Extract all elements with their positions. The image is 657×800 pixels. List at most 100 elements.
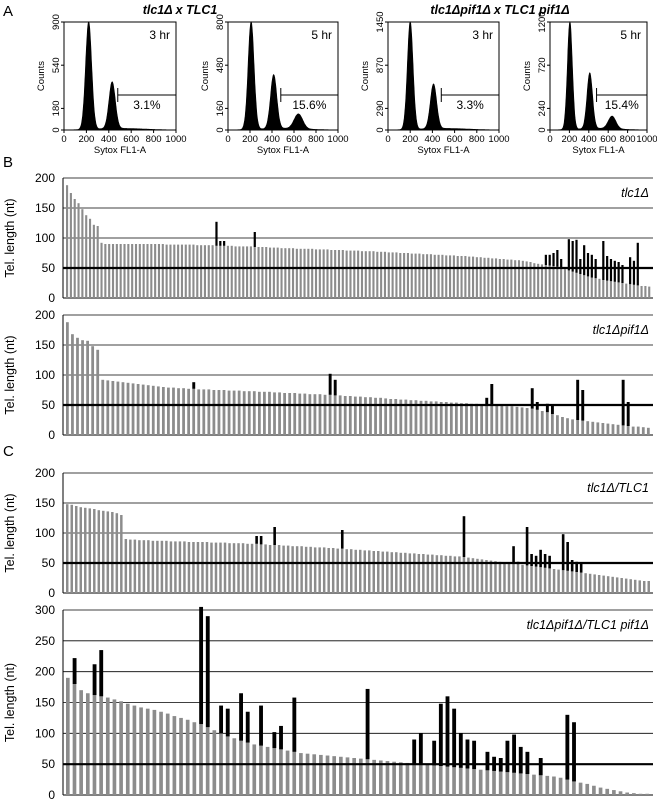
- ytick-label: 150: [35, 338, 55, 352]
- telomere-bar: [449, 255, 452, 298]
- histogram-xtick-label: 600: [447, 134, 463, 145]
- telomere-bar: [480, 404, 484, 435]
- histogram-xtick-label: 600: [600, 134, 616, 145]
- histogram-ytick-label: 900: [51, 14, 62, 30]
- telomere-bar: [625, 792, 630, 795]
- telomere-bar: [478, 769, 483, 795]
- telomere-bar: [160, 540, 164, 593]
- telomere-bar: [119, 701, 123, 795]
- telomere-bar: [265, 247, 268, 298]
- telomere-bar: [395, 252, 398, 298]
- telomere-bar: [386, 551, 389, 593]
- telomere-bar: [326, 249, 329, 298]
- telomere-extension-bar: [550, 405, 554, 414]
- telomere-bar: [288, 393, 292, 435]
- telomere-bar: [126, 382, 130, 435]
- telomere-bar: [565, 779, 570, 795]
- telomere-bar: [458, 767, 463, 795]
- telomere-bar: [437, 254, 440, 298]
- telomere-extension-bar: [272, 732, 277, 749]
- telomere-extension-bar: [561, 534, 565, 571]
- telomere-bar: [173, 244, 176, 298]
- histogram-ytick-label: 800: [215, 14, 226, 30]
- telomere-bar: [101, 379, 105, 435]
- telomere-bar: [535, 409, 539, 435]
- telomere-bar: [242, 246, 245, 298]
- histogram-xtick-label: 0: [225, 134, 230, 145]
- telomere-bar: [417, 554, 421, 593]
- telomere-bar: [180, 244, 184, 298]
- telomere-bar: [506, 259, 509, 298]
- telomere-bar: [345, 757, 350, 795]
- telomere-bar: [131, 383, 135, 435]
- histogram-ytick-label: 240: [537, 100, 548, 116]
- telomere-bar: [105, 697, 110, 795]
- telomere-extension-bar: [586, 253, 590, 277]
- telomere-bar: [322, 249, 325, 298]
- telomere-bar: [495, 405, 499, 435]
- telomere-bar: [318, 547, 321, 593]
- telomere-bar: [212, 730, 217, 795]
- telomere-bar: [75, 506, 78, 593]
- telomere-extension-bar: [273, 527, 276, 545]
- histogram-xtick-label: 800: [469, 134, 485, 145]
- telomere-bar: [545, 412, 549, 435]
- histogram-xtick-label: 1000: [327, 134, 348, 145]
- telomere-extension-bar: [259, 536, 263, 545]
- telomere-bar: [510, 406, 514, 435]
- telomere-bar: [328, 394, 332, 435]
- telomere-bar: [92, 224, 95, 298]
- telomere-bar: [245, 742, 250, 795]
- telomere-bar: [648, 286, 651, 298]
- telomere-bar: [453, 556, 457, 593]
- telomere-extension-bar: [621, 379, 625, 426]
- telomere-extension-bar: [538, 758, 543, 776]
- telomere-extension-bar: [72, 658, 77, 684]
- telomere-bar: [471, 256, 475, 298]
- telomere-bar: [403, 253, 406, 298]
- telomere-bar: [514, 260, 517, 298]
- telomere-bar: [585, 783, 590, 795]
- telomere-bar: [284, 248, 287, 298]
- telomere-extension-bar: [544, 254, 547, 265]
- telomere-bar: [576, 420, 579, 435]
- telomere-extension-bar: [205, 616, 210, 728]
- telomere-extension-bar: [617, 262, 620, 283]
- telomere-bar: [525, 261, 528, 298]
- telomere-bar: [303, 393, 307, 435]
- telomere-bar: [268, 391, 271, 435]
- telomere-bar: [419, 400, 423, 435]
- histogram-xtick-label: 200: [561, 134, 577, 145]
- histogram-gate-percent: 3.1%: [133, 98, 161, 112]
- telomere-bar: [413, 553, 416, 593]
- telomere-extension-bar: [472, 740, 477, 770]
- telomere-bar: [116, 381, 120, 435]
- telomere-bar: [322, 547, 326, 593]
- telomere-bar: [177, 388, 180, 435]
- histogram-xtick-label: 400: [581, 134, 597, 145]
- telomere-bar: [259, 544, 263, 593]
- histogram-area: [70, 21, 177, 131]
- telomere-bar: [445, 255, 448, 298]
- telomere-bar: [212, 390, 216, 435]
- telomere-extension-bar: [328, 373, 332, 395]
- telomere-bar: [96, 226, 99, 298]
- histogram-xlabel: Sytox FL1-A: [94, 145, 147, 156]
- telomere-bar: [165, 540, 168, 593]
- telomere-bar: [217, 390, 221, 435]
- telomere-bar: [227, 390, 231, 435]
- telomere-bar: [418, 764, 423, 795]
- telomere-bar: [560, 268, 563, 298]
- telomere-bar: [490, 405, 494, 435]
- telomere-bar: [79, 690, 83, 795]
- telomere-extension-bar: [543, 554, 547, 568]
- telomere-bar: [311, 248, 314, 298]
- telomere-bar: [646, 427, 650, 435]
- telomere-bar: [115, 513, 119, 593]
- telomere-extension-bar: [579, 259, 582, 274]
- telomere-bar: [192, 388, 196, 435]
- telomere-bar: [385, 761, 390, 795]
- telomere-bar: [380, 251, 383, 298]
- histogram-xtick-label: 200: [402, 134, 418, 145]
- telomere-bar: [146, 385, 150, 435]
